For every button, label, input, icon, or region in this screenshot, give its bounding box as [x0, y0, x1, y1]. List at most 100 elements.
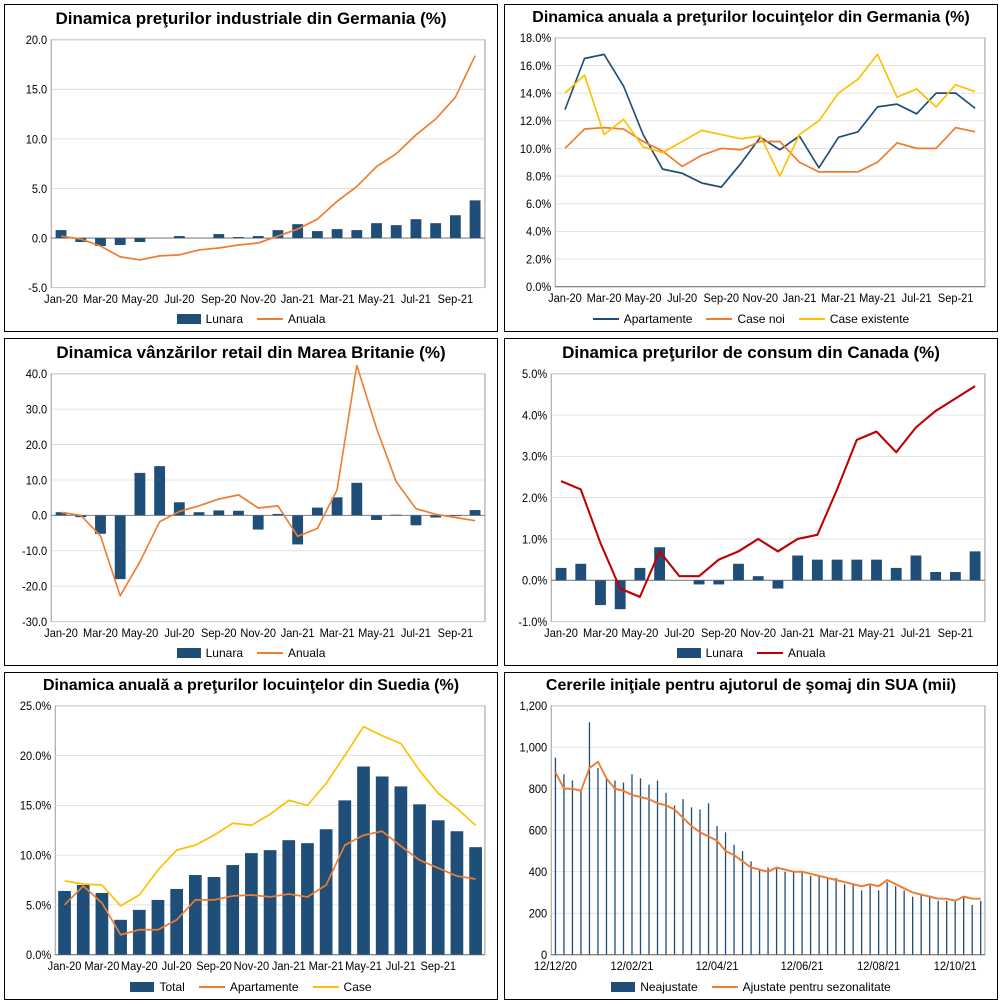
legend-label: Apartamente	[230, 980, 299, 994]
svg-text:Jul-20: Jul-20	[162, 961, 192, 974]
svg-text:-10.0: -10.0	[22, 545, 47, 557]
svg-text:Jul-21: Jul-21	[386, 961, 416, 974]
svg-text:Jan-20: Jan-20	[44, 293, 78, 305]
svg-text:Sep-20: Sep-20	[196, 961, 232, 974]
svg-text:8.0%: 8.0%	[526, 171, 551, 184]
legend-label: Anuala	[288, 312, 325, 326]
svg-text:Jan-21: Jan-21	[281, 627, 315, 639]
svg-text:1,000: 1,000	[520, 743, 548, 756]
chart-legend: Lunara Anuala	[505, 643, 997, 665]
svg-text:Nov-20: Nov-20	[234, 961, 270, 974]
panel-consumer-prices-canada: Dinamica preţurilor de consum din Canada…	[504, 338, 998, 666]
svg-text:Nov-20: Nov-20	[740, 627, 776, 639]
svg-text:Jul-20: Jul-20	[164, 293, 194, 305]
panel-housing-prices-sweden: Dinamica anuală a preţurilor locuinţelor…	[4, 672, 498, 1000]
svg-text:May-20: May-20	[122, 627, 159, 639]
chart-legend: Apartamente Case noi Case existente	[505, 309, 997, 331]
svg-text:Jan-20: Jan-20	[44, 627, 78, 639]
svg-text:Sep-21: Sep-21	[438, 627, 474, 639]
svg-text:Sep-20: Sep-20	[701, 627, 737, 639]
legend-label: Case existente	[830, 312, 909, 326]
svg-text:5.0: 5.0	[32, 183, 47, 195]
svg-text:40.0: 40.0	[26, 368, 47, 380]
panel-jobless-claims-usa: Cererile iniţiale pentru ajutorul de şom…	[504, 672, 998, 1000]
svg-text:-20.0: -20.0	[22, 581, 47, 593]
svg-text:12/04/21: 12/04/21	[696, 961, 739, 974]
svg-text:2.0%: 2.0%	[526, 254, 551, 267]
svg-text:Jul-20: Jul-20	[667, 293, 697, 306]
chart-area: 02004006008001,0001,20012/12/2012/02/211…	[505, 697, 997, 977]
svg-text:25.0%: 25.0%	[20, 701, 51, 714]
legend-label: Case noi	[737, 312, 784, 326]
svg-text:1.0%: 1.0%	[522, 534, 547, 546]
svg-text:10.0: 10.0	[26, 475, 47, 487]
legend-label: Total	[159, 980, 184, 994]
svg-text:10.0%: 10.0%	[520, 144, 551, 157]
svg-text:Jan-20: Jan-20	[548, 293, 582, 306]
svg-text:12/12/20: 12/12/20	[534, 961, 577, 974]
svg-text:May-21: May-21	[859, 293, 896, 306]
chart-area: 0.0%5.0%10.0%15.0%20.0%25.0%Jan-20Mar-20…	[5, 697, 497, 977]
svg-text:May-21: May-21	[358, 293, 395, 305]
legend-label: Case	[344, 980, 372, 994]
svg-text:Jul-20: Jul-20	[664, 627, 694, 639]
legend-label: Neajustate	[640, 980, 697, 994]
chart-grid: Dinamica preţurilor industriale din Germ…	[4, 4, 996, 1000]
panel-industrial-prices-germany: Dinamica preţurilor industriale din Germ…	[4, 4, 498, 332]
chart-title: Dinamica anuală a preţurilor locuinţelor…	[5, 673, 497, 697]
svg-text:Nov-20: Nov-20	[240, 627, 276, 639]
chart-legend: Neajustate Ajustate pentru sezonalitate	[505, 977, 997, 999]
legend-label: Anuala	[288, 646, 325, 660]
svg-text:10.0: 10.0	[26, 133, 47, 145]
svg-text:15.0: 15.0	[26, 84, 47, 96]
svg-text:6.0%: 6.0%	[526, 199, 551, 212]
svg-text:Jan-20: Jan-20	[48, 961, 82, 974]
svg-text:Mar-21: Mar-21	[821, 293, 856, 306]
legend-label: Lunara	[206, 312, 243, 326]
svg-text:Sep-20: Sep-20	[201, 293, 237, 305]
svg-text:3.0%: 3.0%	[522, 451, 547, 463]
svg-text:18.0%: 18.0%	[520, 33, 551, 46]
svg-text:Sep-21: Sep-21	[938, 293, 974, 306]
svg-text:10.0%: 10.0%	[20, 851, 51, 864]
svg-text:Mar-20: Mar-20	[587, 293, 622, 306]
svg-text:14.0%: 14.0%	[520, 88, 551, 101]
svg-text:20.0: 20.0	[26, 439, 47, 451]
svg-text:Jul-21: Jul-21	[401, 627, 431, 639]
svg-text:5.0%: 5.0%	[26, 900, 51, 913]
chart-title: Dinamica anuala a preţurilor locuinţelor…	[505, 5, 997, 29]
svg-text:20.0: 20.0	[26, 34, 47, 46]
svg-text:Mar-20: Mar-20	[84, 961, 119, 974]
legend-label: Lunara	[706, 646, 743, 660]
svg-text:4.0%: 4.0%	[526, 227, 551, 240]
svg-text:Jul-21: Jul-21	[902, 293, 932, 306]
svg-text:May-20: May-20	[122, 293, 159, 305]
svg-text:May-20: May-20	[622, 627, 659, 639]
chart-legend: Lunara Anuala	[5, 309, 497, 331]
svg-text:0.0: 0.0	[32, 233, 47, 245]
svg-text:12/02/21: 12/02/21	[611, 961, 654, 974]
svg-text:Mar-21: Mar-21	[820, 627, 855, 639]
svg-text:12.0%: 12.0%	[520, 116, 551, 129]
svg-text:May-20: May-20	[121, 961, 158, 974]
svg-text:0.0: 0.0	[32, 510, 47, 522]
chart-area: -30.0-20.0-10.00.010.020.030.040.0Jan-20…	[5, 365, 497, 643]
chart-area: 0.0%2.0%4.0%6.0%8.0%10.0%12.0%14.0%16.0%…	[505, 29, 997, 309]
chart-area: -1.0%0.0%1.0%2.0%3.0%4.0%5.0%Jan-20Mar-2…	[505, 365, 997, 643]
svg-text:12/06/21: 12/06/21	[781, 961, 824, 974]
svg-text:Jul-21: Jul-21	[901, 627, 931, 639]
svg-text:Jul-21: Jul-21	[401, 293, 431, 305]
legend-label: Anuala	[788, 646, 825, 660]
svg-text:800: 800	[529, 784, 547, 797]
svg-text:Mar-21: Mar-21	[309, 961, 344, 974]
chart-legend: Total Apartamente Case	[5, 977, 497, 999]
panel-housing-prices-germany: Dinamica anuala a preţurilor locuinţelor…	[504, 4, 998, 332]
chart-legend: Lunara Anuala	[5, 643, 497, 665]
svg-text:0.0%: 0.0%	[522, 575, 547, 587]
svg-text:1,200: 1,200	[520, 701, 548, 714]
svg-text:Mar-21: Mar-21	[320, 293, 355, 305]
svg-text:Mar-20: Mar-20	[83, 627, 118, 639]
svg-text:-1.0%: -1.0%	[518, 616, 547, 628]
svg-text:Sep-20: Sep-20	[201, 627, 237, 639]
chart-title: Cererile iniţiale pentru ajutorul de şom…	[505, 673, 997, 697]
